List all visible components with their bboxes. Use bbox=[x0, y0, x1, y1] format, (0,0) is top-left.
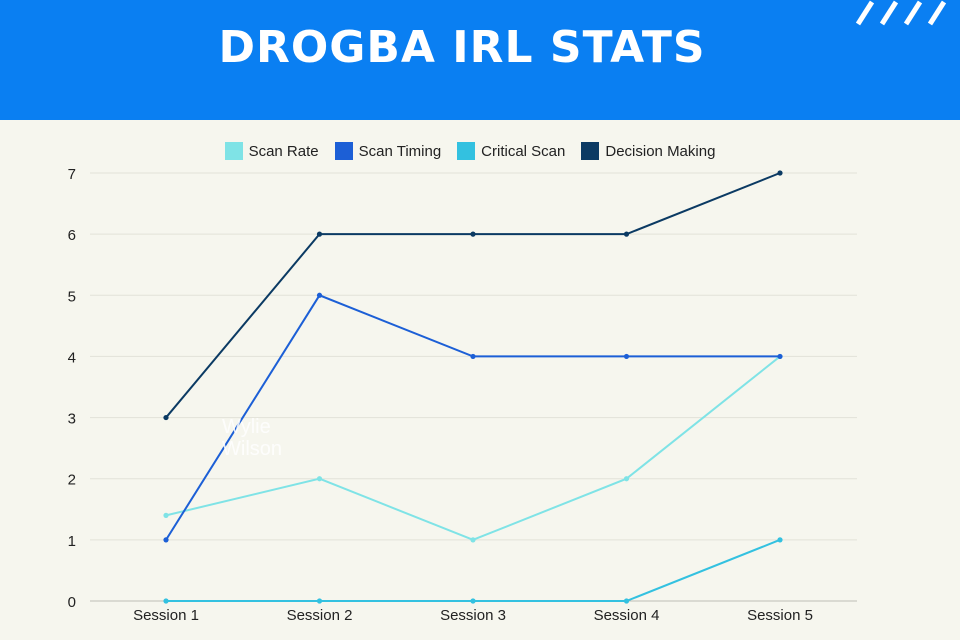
legend-label: Critical Scan bbox=[481, 142, 566, 160]
legend-item: Scan Rate bbox=[224, 142, 319, 160]
data-point bbox=[163, 414, 169, 421]
legend-swatch bbox=[224, 142, 243, 160]
x-tick-label: Session 4 bbox=[594, 607, 660, 624]
legend-item: Scan Timing bbox=[334, 142, 442, 160]
x-tick-label: Session 1 bbox=[133, 607, 199, 624]
data-point bbox=[623, 231, 630, 237]
data-point bbox=[316, 476, 323, 482]
series-line bbox=[166, 538, 781, 602]
data-point bbox=[623, 598, 630, 604]
x-tick-label: Session 3 bbox=[440, 607, 506, 624]
data-point bbox=[623, 353, 630, 360]
data-point bbox=[316, 292, 323, 298]
data-point bbox=[316, 598, 323, 604]
y-tick-label: 6 bbox=[68, 227, 76, 244]
header-banner: DROGBA IRL STATS bbox=[0, 0, 960, 120]
legend-swatch bbox=[581, 142, 600, 160]
data-point bbox=[777, 170, 783, 176]
legend-label: Scan Timing bbox=[358, 142, 442, 160]
page-title: DROGBA IRL STATS bbox=[218, 22, 706, 73]
data-point bbox=[316, 231, 323, 237]
data-point bbox=[623, 476, 630, 482]
watermark-line: Wilson bbox=[222, 438, 283, 460]
data-point bbox=[163, 598, 169, 604]
y-tick-label: 4 bbox=[68, 349, 76, 366]
legend-label: Scan Rate bbox=[248, 142, 319, 160]
data-point bbox=[163, 537, 169, 543]
legend-swatch bbox=[457, 142, 476, 160]
y-tick-label: 3 bbox=[68, 411, 76, 428]
legend-item: Decision Making bbox=[581, 142, 715, 160]
x-tick-label: Session 2 bbox=[287, 607, 353, 624]
y-tick-label: 0 bbox=[68, 594, 76, 611]
chart-legend: Scan Rate Scan Timing Critical Scan Decisio… bbox=[0, 142, 940, 160]
y-tick-label: 7 bbox=[68, 166, 76, 183]
slash-decoration bbox=[855, 0, 947, 26]
data-point bbox=[470, 231, 476, 237]
watermark: Wylie Wilson bbox=[222, 416, 282, 460]
data-point bbox=[777, 353, 783, 360]
data-point bbox=[163, 512, 169, 519]
legend-swatch bbox=[334, 142, 353, 160]
data-point bbox=[777, 537, 783, 543]
watermark-line: Wylie bbox=[222, 416, 271, 438]
data-point bbox=[470, 598, 476, 604]
y-tick-label: 5 bbox=[68, 288, 76, 305]
y-tick-label: 2 bbox=[68, 472, 76, 489]
legend-label: Decision Making bbox=[605, 142, 716, 160]
x-tick-label: Session 5 bbox=[747, 607, 813, 624]
legend-item: Critical Scan bbox=[457, 142, 565, 160]
data-point bbox=[470, 537, 476, 543]
y-tick-label: 1 bbox=[68, 533, 76, 550]
data-point bbox=[470, 353, 476, 360]
